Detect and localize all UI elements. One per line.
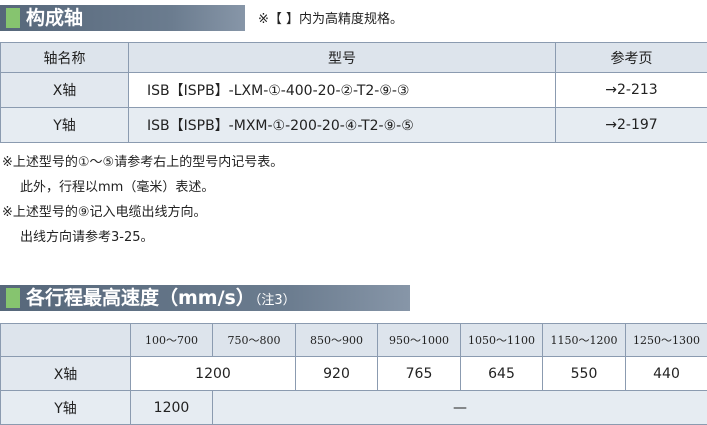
header-cell: 750～800: [213, 324, 296, 357]
section-title-wrap: 各行程最高速度（mm/s）（注3）: [26, 285, 296, 314]
header-cell: 1150～1200: [543, 324, 626, 357]
cell: 440: [626, 357, 707, 391]
row: X轴 1200 920 765 645 550 440: [1, 357, 707, 391]
section-header: 各行程最高速度（mm/s）（注3）: [0, 285, 410, 311]
header-cell: 850～900: [296, 324, 378, 357]
header-cell: 1250～1300: [626, 324, 707, 357]
section-title-note: （注3）: [255, 293, 296, 308]
table: 轴名称 型号 参考页 X轴 ISB【ISPB】-LXM-①-400-20-②-T…: [0, 42, 707, 143]
cell: 550: [543, 357, 626, 391]
row-label: X轴: [1, 357, 131, 391]
note-line: 出线方向请参考3-25。: [2, 225, 283, 250]
row-label: X轴: [1, 73, 129, 108]
cell: 1200: [131, 357, 296, 391]
row-label: Y轴: [1, 391, 131, 425]
table: 100～700 750～800 850～900 950～1000 1050～11…: [0, 323, 707, 425]
section-title: 构成轴: [26, 5, 83, 31]
row: Y轴 1200 —: [1, 391, 707, 425]
header-cell: 型号: [129, 43, 556, 73]
note-line: ※上述型号的⑨记入电缆出线方向。: [2, 200, 283, 225]
cell: 1200: [131, 391, 213, 425]
header-cell: 轴名称: [1, 43, 129, 73]
corner-cell: [1, 324, 131, 357]
row: X轴 ISB【ISPB】-LXM-①-400-20-②-T2-⑨-③ →2-21…: [1, 73, 707, 108]
header-cell: 参考页: [556, 43, 707, 73]
header-cell: 100～700: [131, 324, 213, 357]
cell: ISB【ISPB】-LXM-①-400-20-②-T2-⑨-③: [129, 73, 556, 108]
note-line: 此外，行程以mm（毫米）表述。: [2, 175, 283, 200]
icon: [6, 8, 20, 28]
cell: 920: [296, 357, 378, 391]
note: ※【 】内为高精度规格。: [258, 8, 403, 27]
row: Y轴 ISB【ISPB】-MXM-①-200-20-④-T2-⑨-⑤ →2-19…: [1, 108, 707, 143]
header-row: 100～700 750～800 850～900 950～1000 1050～11…: [1, 324, 707, 357]
notes: ※上述型号的①～⑤请参考右上的型号内记号表。 此外，行程以mm（毫米）表述。 ※…: [2, 150, 283, 250]
cell: 645: [461, 357, 543, 391]
cell: →2-213: [556, 73, 707, 108]
cell: →2-197: [556, 108, 707, 143]
icon: [6, 288, 20, 308]
cell: 765: [378, 357, 461, 391]
row-label: Y轴: [1, 108, 129, 143]
header-cell: 950～1000: [378, 324, 461, 357]
header-row: 轴名称 型号 参考页: [1, 43, 707, 73]
header-cell: 1050～1100: [461, 324, 543, 357]
cell: —: [213, 391, 707, 425]
section-title: 各行程最高速度（mm/s）: [26, 287, 255, 309]
section-header: 构成轴: [0, 5, 245, 31]
note-line: ※上述型号的①～⑤请参考右上的型号内记号表。: [2, 150, 283, 175]
cell: ISB【ISPB】-MXM-①-200-20-④-T2-⑨-⑤: [129, 108, 556, 143]
